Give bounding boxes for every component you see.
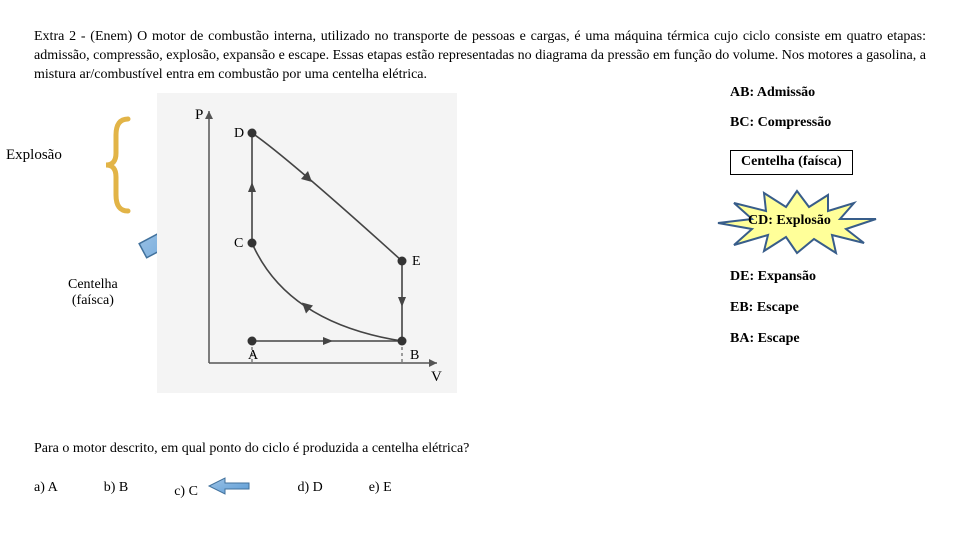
question-paragraph: Extra 2 - (Enem) O motor de combustão in…	[34, 29, 926, 82]
legend: AB: Admissão BC: Compressão Centelha (fa…	[730, 85, 882, 362]
svg-text:V: V	[431, 369, 442, 385]
legend-eb: EB: Escape	[730, 300, 882, 317]
svg-text:B: B	[410, 348, 419, 363]
legend-bc: BC: Compressão	[730, 115, 882, 132]
pv-diagram: P V A B C D E	[157, 93, 457, 393]
centelha-left-l2: (faísca)	[68, 293, 118, 310]
svg-text:D: D	[234, 126, 244, 141]
legend-ba: BA: Escape	[730, 331, 882, 348]
option-c-text: c) C	[174, 484, 198, 499]
starburst: CD: Explosão	[712, 189, 882, 255]
option-c: c) C	[174, 477, 251, 500]
centelha-left-l1: Centelha	[68, 277, 118, 294]
option-e: e) E	[369, 480, 392, 496]
bottom-region: Para o motor descrito, em qual ponto do …	[0, 441, 960, 500]
option-a: a) A	[34, 480, 58, 496]
prompt-line: Para o motor descrito, em qual ponto do …	[34, 441, 926, 457]
centelha-left-label: Centelha (faísca)	[68, 277, 118, 311]
question-text: Extra 2 - (Enem) O motor de combustão in…	[0, 0, 960, 85]
explosao-side-label: Explosão	[6, 147, 62, 164]
option-d: d) D	[297, 480, 322, 496]
svg-text:C: C	[234, 236, 243, 251]
middle-region: Explosão Centelha (faísca) P V A B C D E AB: A…	[0, 85, 960, 435]
option-b: b) B	[104, 480, 129, 496]
option-c-arrow-icon	[207, 477, 251, 495]
legend-centelha-box: Centelha (faísca)	[730, 150, 853, 175]
svg-text:E: E	[412, 254, 421, 269]
legend-ab: AB: Admissão	[730, 85, 882, 102]
curly-brace-icon	[102, 115, 136, 215]
options-row: a) A b) B c) C d) D e) E	[34, 477, 926, 500]
legend-de: DE: Expansão	[730, 269, 882, 286]
svg-text:P: P	[195, 107, 203, 123]
svg-text:A: A	[248, 348, 259, 363]
legend-cd: CD: Explosão	[748, 213, 831, 230]
